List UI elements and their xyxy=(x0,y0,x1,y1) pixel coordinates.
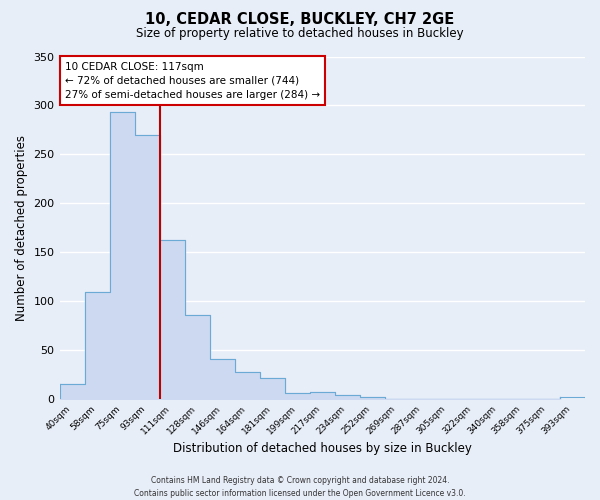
X-axis label: Distribution of detached houses by size in Buckley: Distribution of detached houses by size … xyxy=(173,442,472,455)
Text: Contains HM Land Registry data © Crown copyright and database right 2024.
Contai: Contains HM Land Registry data © Crown c… xyxy=(134,476,466,498)
Y-axis label: Number of detached properties: Number of detached properties xyxy=(15,135,28,321)
Text: 10, CEDAR CLOSE, BUCKLEY, CH7 2GE: 10, CEDAR CLOSE, BUCKLEY, CH7 2GE xyxy=(145,12,455,28)
Text: Size of property relative to detached houses in Buckley: Size of property relative to detached ho… xyxy=(136,28,464,40)
Text: 10 CEDAR CLOSE: 117sqm
← 72% of detached houses are smaller (744)
27% of semi-de: 10 CEDAR CLOSE: 117sqm ← 72% of detached… xyxy=(65,62,320,100)
